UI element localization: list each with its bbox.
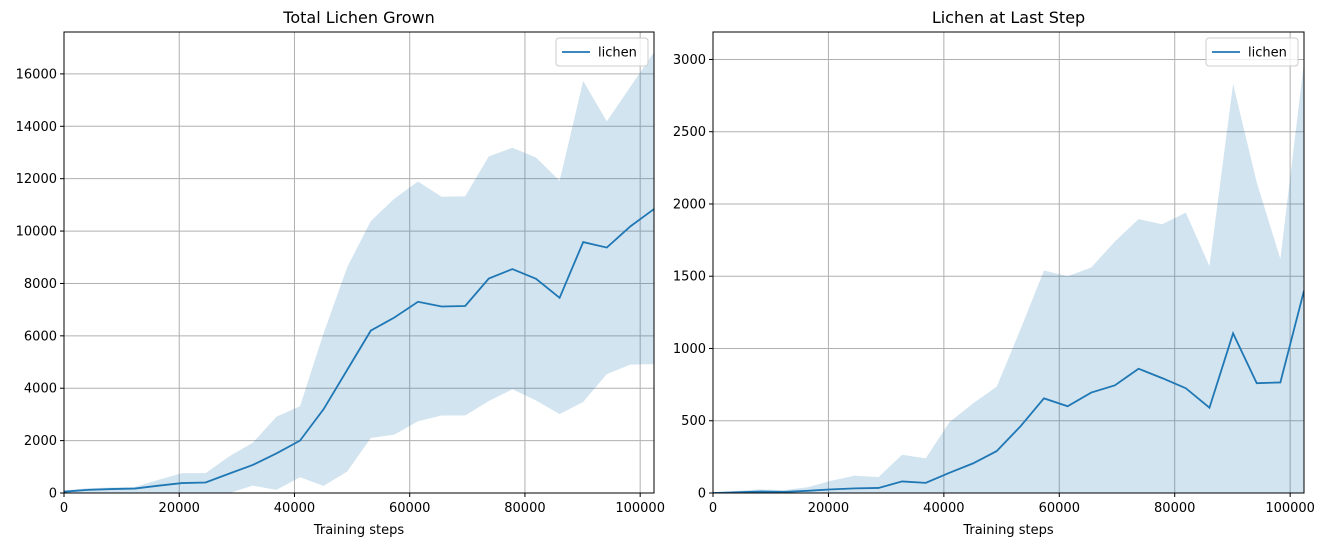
x-tick-label: 40000 [274, 501, 315, 516]
chart-title: Total Lichen Grown [282, 8, 434, 27]
x-tick-label: 100000 [615, 501, 665, 516]
confidence-band [713, 62, 1304, 493]
y-tick-label: 6000 [24, 329, 57, 344]
series-line-lichen [64, 208, 654, 493]
x-axis-label: Training steps [313, 523, 405, 538]
y-tick-label: 2500 [673, 125, 706, 140]
series-line-lichen [713, 290, 1304, 493]
legend-box [1205, 37, 1299, 67]
legend: lichen [555, 37, 649, 67]
y-tick-label: 500 [681, 414, 706, 429]
legend: lichen [1205, 37, 1299, 67]
plot-frame [63, 31, 655, 494]
y-tick-label: 1500 [673, 270, 706, 285]
y-tick-label: 14000 [16, 120, 57, 135]
x-axis-label: Training steps [962, 523, 1054, 538]
x-tick-label: 100000 [1265, 501, 1315, 516]
x-tick-label: 60000 [1039, 501, 1080, 516]
y-tick-label: 16000 [16, 67, 57, 82]
x-tick-label: 20000 [159, 501, 200, 516]
plot-frame [712, 31, 1305, 494]
y-tick-label: 4000 [24, 382, 57, 397]
chart-panel-1: 0 20000 40000 60000 80000 100000 0 2000 4000 6000… [16, 8, 665, 538]
y-tick-label: 3000 [673, 53, 706, 68]
y-tick-label: 8000 [24, 277, 57, 292]
y-tick-label: 10000 [16, 225, 57, 240]
x-tick-label: 40000 [923, 501, 964, 516]
x-tick-label: 20000 [808, 501, 849, 516]
legend-label: lichen [598, 46, 637, 61]
chart-panel-2: 0 20000 40000 60000 80000 100000 0 500 1000 1500 2… [673, 8, 1315, 538]
x-tick-label: 0 [60, 501, 68, 516]
legend-box [555, 37, 649, 67]
legend-label: lichen [1248, 46, 1287, 61]
y-tick-label: 0 [698, 487, 706, 502]
y-tick-label: 0 [49, 487, 57, 502]
chart-title: Lichen at Last Step [932, 8, 1085, 27]
x-tick-label: 80000 [1154, 501, 1195, 516]
y-tick-label: 2000 [24, 434, 57, 449]
y-tick-label: 2000 [673, 197, 706, 212]
x-tick-label: 80000 [504, 501, 545, 516]
x-tick-label: 60000 [389, 501, 430, 516]
x-tick-label: 0 [709, 501, 717, 516]
confidence-band [64, 52, 654, 493]
y-tick-label: 12000 [16, 172, 57, 187]
y-tick-label: 1000 [673, 342, 706, 357]
